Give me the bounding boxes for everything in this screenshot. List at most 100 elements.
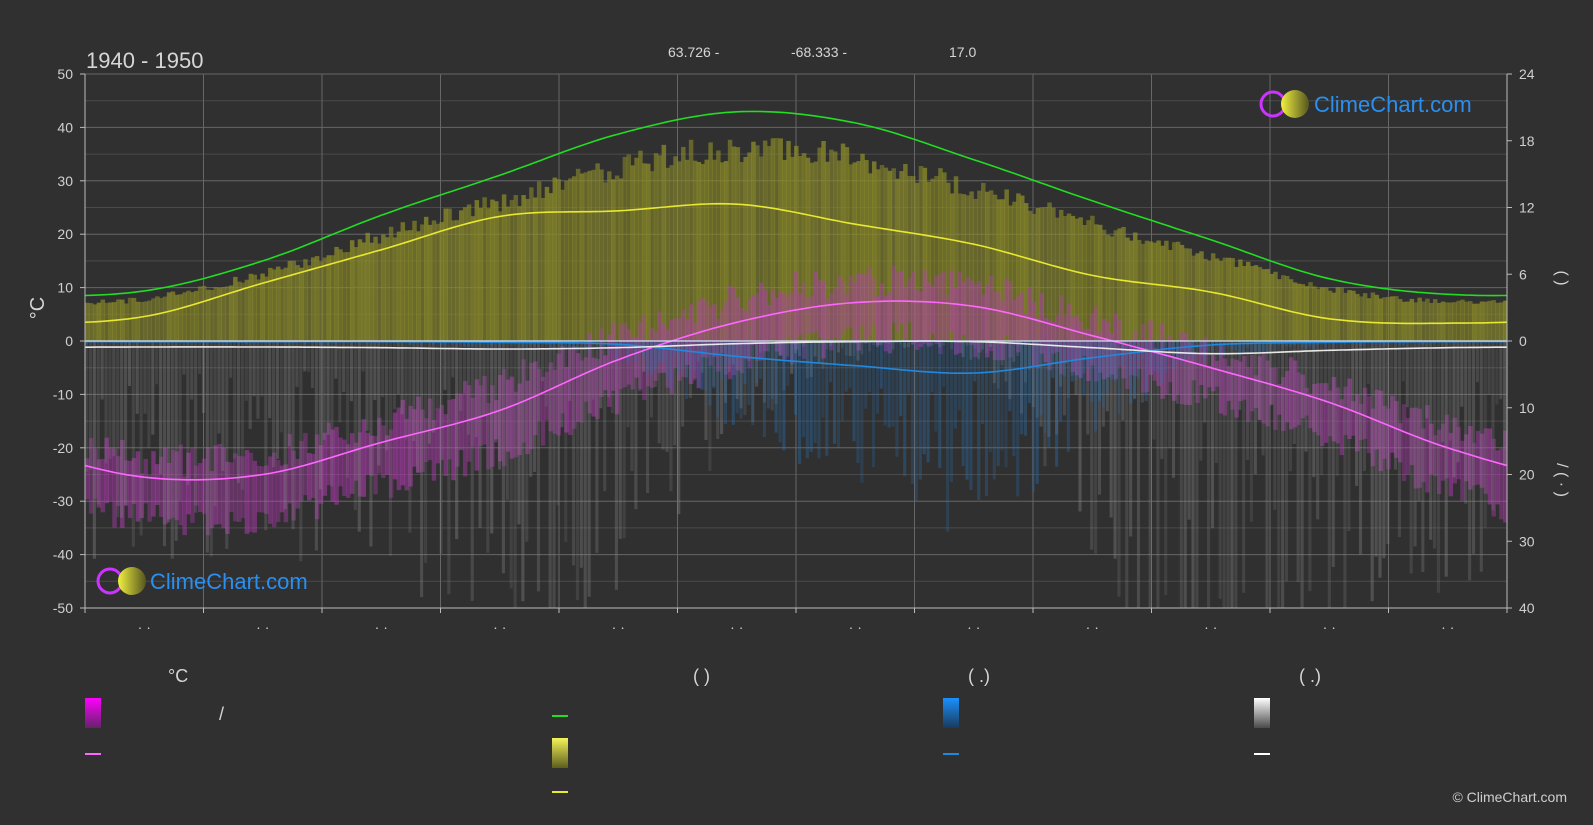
temp-range-bar bbox=[673, 318, 678, 368]
snow-bar bbox=[1401, 341, 1405, 382]
snow-bar bbox=[303, 341, 307, 372]
sunshine-bar bbox=[166, 292, 172, 341]
snow-bar bbox=[310, 341, 315, 388]
snow-bar bbox=[673, 341, 677, 446]
temp-range-bar bbox=[1351, 401, 1356, 436]
snow-bar bbox=[139, 341, 143, 536]
precip-bar bbox=[957, 341, 961, 411]
precip-bar bbox=[303, 341, 307, 345]
precip-bar bbox=[599, 341, 603, 350]
sunshine-bar bbox=[283, 267, 289, 341]
sunshine-bar bbox=[197, 286, 203, 341]
precip-bar bbox=[1238, 341, 1242, 356]
temp-range-bar bbox=[1425, 405, 1430, 493]
sunshine-bar bbox=[162, 296, 168, 341]
snow-bar bbox=[1374, 341, 1378, 557]
temp-range-bar bbox=[326, 422, 332, 486]
temp-range-bar bbox=[1097, 332, 1103, 373]
temp-range-bar bbox=[96, 459, 102, 508]
sunshine-bar bbox=[233, 276, 238, 341]
snow-bar bbox=[112, 341, 116, 457]
temp-range-bar bbox=[1094, 306, 1099, 382]
temp-range-bar bbox=[494, 400, 499, 440]
left-tick-label: -30 bbox=[53, 493, 73, 509]
sunshine-bar bbox=[420, 224, 425, 341]
legend-col3-header: ( .) bbox=[968, 666, 990, 686]
temp-range-bar bbox=[794, 272, 799, 350]
snow-bar bbox=[665, 341, 669, 452]
watermark-text-top: ClimeChart.com bbox=[1314, 92, 1472, 117]
sunshine-bar bbox=[447, 208, 452, 341]
temp-range-bar bbox=[404, 418, 409, 491]
elevation-readout: 17.0 bbox=[949, 44, 976, 60]
sunshine-bar bbox=[291, 260, 296, 341]
snow-bar bbox=[1499, 341, 1503, 400]
snow-bar bbox=[1308, 341, 1312, 591]
temp-range-bar bbox=[1125, 339, 1130, 389]
snow-bar bbox=[517, 341, 521, 525]
precip-bar bbox=[85, 341, 89, 345]
left-tick-label: -20 bbox=[53, 440, 73, 456]
temp-range-bar bbox=[396, 407, 402, 491]
temp-range-bar bbox=[201, 458, 207, 514]
snow-bar bbox=[349, 341, 354, 402]
sunshine-bar bbox=[1062, 216, 1068, 341]
snow-bar bbox=[1265, 341, 1269, 608]
temp-range-bar bbox=[139, 473, 145, 519]
temp-range-bar bbox=[786, 296, 791, 338]
precip-bar bbox=[934, 341, 938, 432]
snow-bar bbox=[1440, 341, 1444, 443]
temp-range-bar bbox=[123, 460, 129, 506]
snow-bar bbox=[1168, 341, 1172, 449]
precip-bar bbox=[840, 341, 844, 422]
snow-bar bbox=[926, 341, 930, 345]
temp-range-bar bbox=[560, 346, 565, 414]
temp-range-bar bbox=[501, 368, 507, 467]
temp-range-bar bbox=[649, 327, 655, 388]
temp-range-bar bbox=[544, 371, 550, 421]
snow-bar bbox=[599, 341, 603, 409]
snow-bar bbox=[1051, 341, 1055, 364]
sunshine-bar bbox=[1503, 300, 1507, 341]
temp-range-bar bbox=[330, 429, 335, 502]
sunshine-bar bbox=[599, 169, 604, 341]
snow-bar bbox=[1460, 341, 1464, 407]
sunshine-bar bbox=[1316, 288, 1321, 341]
snow-bar bbox=[1226, 341, 1230, 608]
precip-bar bbox=[856, 341, 860, 463]
sunshine-bar bbox=[1222, 257, 1228, 341]
snow-bar bbox=[564, 341, 568, 542]
temp-range-bar bbox=[1051, 321, 1056, 354]
temp-range-bar bbox=[735, 297, 741, 371]
temp-range-bar bbox=[112, 448, 117, 528]
sunshine-bar bbox=[766, 146, 772, 341]
sunshine-bar bbox=[369, 242, 374, 341]
precip-bar bbox=[907, 341, 911, 394]
right-axis-upper-label: ( ) bbox=[1553, 270, 1570, 285]
snow-bar bbox=[194, 341, 198, 513]
sunshine-bar bbox=[930, 178, 935, 341]
sunshine-bar bbox=[174, 294, 180, 341]
sunshine-bar bbox=[610, 179, 616, 341]
precip-bar bbox=[755, 341, 759, 383]
precip-bar bbox=[1421, 341, 1425, 345]
sunshine-bar bbox=[353, 247, 359, 341]
temp-range-bar bbox=[217, 443, 222, 525]
snow-bar bbox=[381, 341, 385, 398]
sunshine-bar bbox=[595, 163, 600, 341]
snow-bar bbox=[1413, 341, 1417, 547]
sunshine-bar bbox=[322, 257, 328, 341]
sunshine-bar bbox=[1436, 302, 1442, 341]
precip-bar bbox=[801, 341, 805, 437]
temp-range-bar bbox=[856, 273, 861, 351]
temp-range-bar bbox=[821, 281, 826, 359]
sunshine-bar bbox=[1288, 279, 1294, 341]
sunshine-bar bbox=[213, 287, 219, 341]
temp-range-bar bbox=[614, 343, 620, 415]
temp-range-bar bbox=[1495, 450, 1500, 505]
snow-bar bbox=[583, 341, 587, 608]
snow-bar bbox=[996, 341, 1000, 389]
snow-bar bbox=[197, 341, 202, 374]
temp-range-bar bbox=[688, 304, 694, 384]
temp-range-bar bbox=[801, 282, 807, 359]
